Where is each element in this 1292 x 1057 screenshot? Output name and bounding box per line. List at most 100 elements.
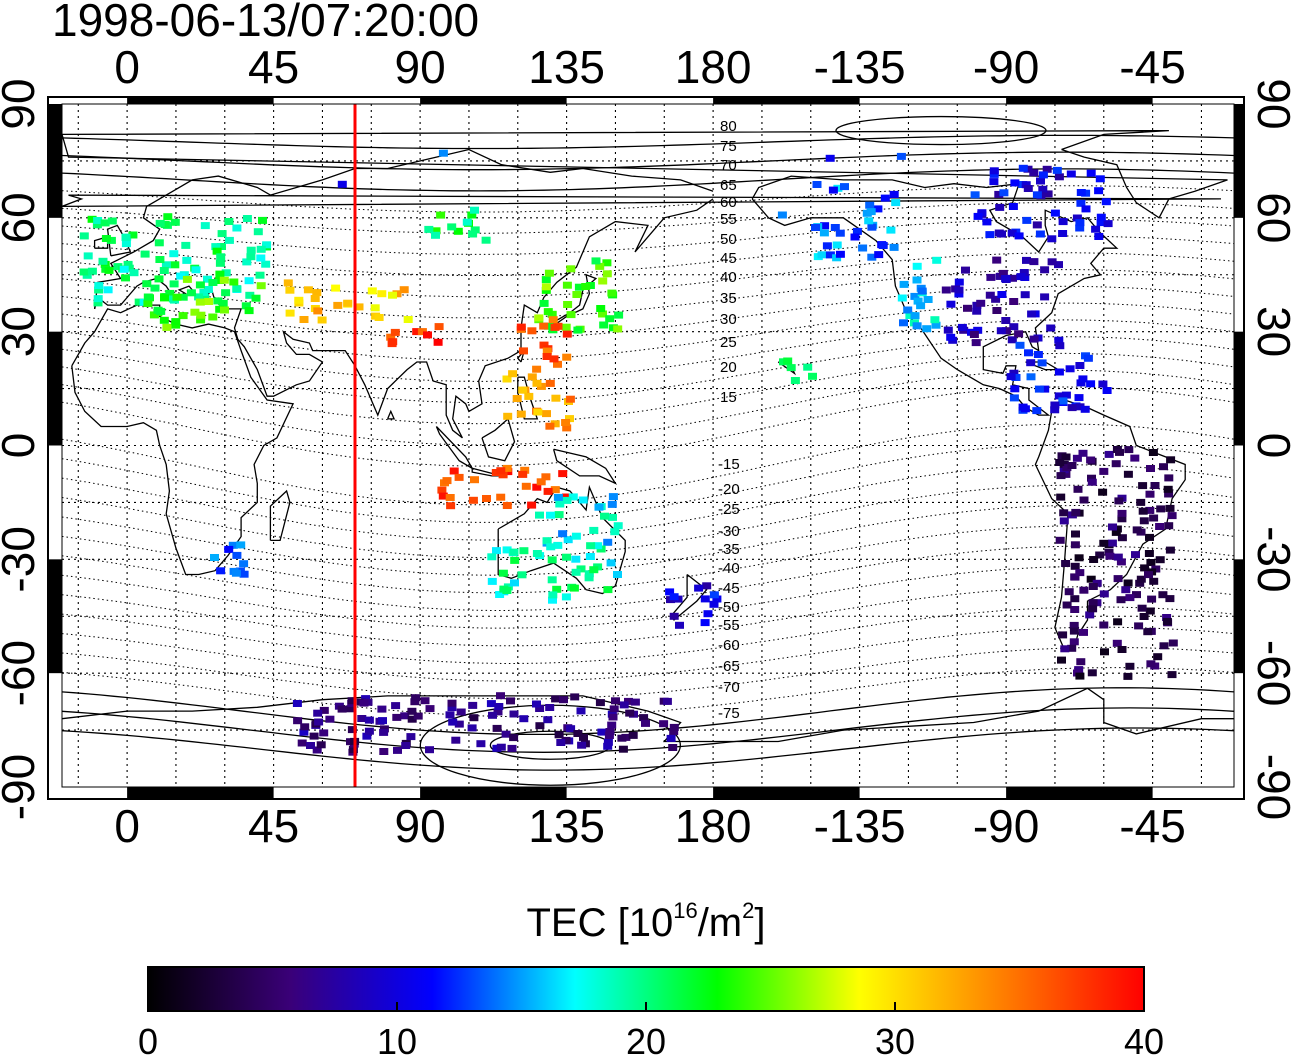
contour-label: 40 bbox=[720, 269, 737, 286]
tec-cell bbox=[517, 571, 527, 579]
tec-cell bbox=[712, 595, 722, 603]
frame-bar bbox=[713, 97, 860, 104]
tec-cell bbox=[577, 741, 587, 749]
tec-cell bbox=[1123, 579, 1133, 587]
tec-cell bbox=[873, 205, 883, 213]
tec-cell bbox=[524, 392, 534, 400]
tec-cell bbox=[613, 571, 622, 578]
tec-cell bbox=[1087, 474, 1096, 482]
tec-cell bbox=[229, 278, 239, 286]
tec-cell bbox=[1010, 385, 1020, 393]
tec-cell bbox=[1164, 490, 1174, 498]
tec-cell bbox=[468, 701, 478, 709]
tec-cell bbox=[208, 279, 218, 286]
tec-cell bbox=[388, 338, 398, 346]
tec-cell bbox=[982, 218, 992, 226]
lon-tick-label-bottom: 90 bbox=[395, 800, 446, 852]
tec-cell bbox=[548, 316, 558, 324]
tec-cell bbox=[216, 253, 226, 261]
tec-cell bbox=[1075, 224, 1085, 232]
frame-bar bbox=[48, 331, 62, 446]
tec-cell bbox=[675, 621, 684, 629]
tec-cell bbox=[155, 256, 165, 263]
tec-cell bbox=[1088, 583, 1098, 590]
tec-cell bbox=[299, 728, 309, 736]
tec-cell bbox=[407, 707, 417, 715]
tec-cell bbox=[961, 266, 970, 274]
tec-cell bbox=[992, 256, 1002, 264]
tec-cell bbox=[916, 302, 926, 310]
tec-cell bbox=[194, 293, 204, 301]
tec-cell bbox=[104, 266, 114, 274]
tec-cell bbox=[1132, 591, 1141, 599]
tec-cell bbox=[783, 357, 793, 365]
tec-cell bbox=[541, 286, 551, 294]
tec-cell bbox=[347, 697, 357, 705]
tec-cell bbox=[603, 586, 613, 594]
tec-cell bbox=[820, 222, 830, 230]
tec-cell bbox=[576, 565, 586, 573]
colorbar-tick-label: 40 bbox=[1124, 1021, 1164, 1057]
colorbar-title: TEC [1016/m2] bbox=[0, 900, 1292, 946]
tec-cell bbox=[449, 467, 459, 475]
tec-cell bbox=[306, 742, 315, 749]
tec-cell bbox=[565, 395, 575, 403]
tec-cell bbox=[1081, 205, 1091, 213]
tec-cell bbox=[1136, 575, 1146, 583]
tec-cell bbox=[316, 741, 326, 749]
tec-cell bbox=[1095, 175, 1105, 183]
tec-cell bbox=[1158, 591, 1168, 599]
tec-cell bbox=[1070, 595, 1080, 603]
tec-cell bbox=[1058, 218, 1068, 226]
tec-cell bbox=[1155, 523, 1165, 530]
coastline bbox=[106, 224, 132, 257]
tec-cell bbox=[571, 532, 581, 540]
tec-cell bbox=[310, 295, 320, 302]
tec-cell bbox=[456, 708, 466, 716]
tec-cell bbox=[413, 712, 423, 720]
tec-cell bbox=[1007, 336, 1017, 344]
tec-cell bbox=[808, 372, 817, 380]
tec-cell bbox=[878, 242, 888, 249]
tec-cell bbox=[550, 323, 560, 331]
tec-cell bbox=[1117, 509, 1127, 517]
frame-bar bbox=[1006, 787, 1153, 799]
tec-cell bbox=[1076, 189, 1086, 196]
tec-cell bbox=[519, 547, 529, 555]
tec-cell bbox=[599, 321, 609, 329]
lon-tick-label-bottom: 135 bbox=[528, 800, 605, 852]
tec-cell bbox=[912, 322, 922, 330]
magnetic-contour bbox=[61, 545, 1235, 611]
tec-cell bbox=[543, 308, 553, 316]
contour-label: 50 bbox=[720, 231, 737, 248]
contour-label: 20 bbox=[720, 359, 737, 376]
tec-cell bbox=[410, 698, 420, 706]
tec-cell bbox=[1088, 599, 1098, 607]
tec-cell bbox=[142, 280, 152, 288]
tec-cell bbox=[602, 259, 612, 267]
tec-cell bbox=[912, 276, 922, 284]
tec-cell bbox=[1125, 594, 1135, 602]
tec-cell bbox=[550, 486, 560, 494]
tec-cell bbox=[591, 257, 601, 265]
tec-cell bbox=[470, 476, 479, 484]
tec-cell bbox=[1136, 498, 1146, 506]
tec-cell bbox=[217, 230, 227, 238]
tec-cell bbox=[232, 551, 242, 559]
tec-cell bbox=[165, 289, 175, 297]
lat-tick-label-left: 0 bbox=[0, 433, 44, 459]
tec-cell bbox=[367, 287, 377, 295]
tec-cell bbox=[447, 699, 457, 707]
tec-cell bbox=[1113, 618, 1123, 626]
tec-cell bbox=[1056, 493, 1066, 501]
tec-cell bbox=[548, 591, 558, 599]
tec-cell bbox=[1061, 453, 1071, 461]
tec-cell bbox=[1037, 359, 1047, 367]
tec-cell bbox=[552, 585, 562, 593]
tec-cell bbox=[154, 239, 164, 247]
tec-cell bbox=[92, 221, 102, 229]
tec-cell bbox=[822, 242, 832, 250]
tec-cell bbox=[639, 714, 649, 722]
tec-cell bbox=[923, 296, 933, 303]
tec-cell bbox=[1162, 614, 1172, 621]
